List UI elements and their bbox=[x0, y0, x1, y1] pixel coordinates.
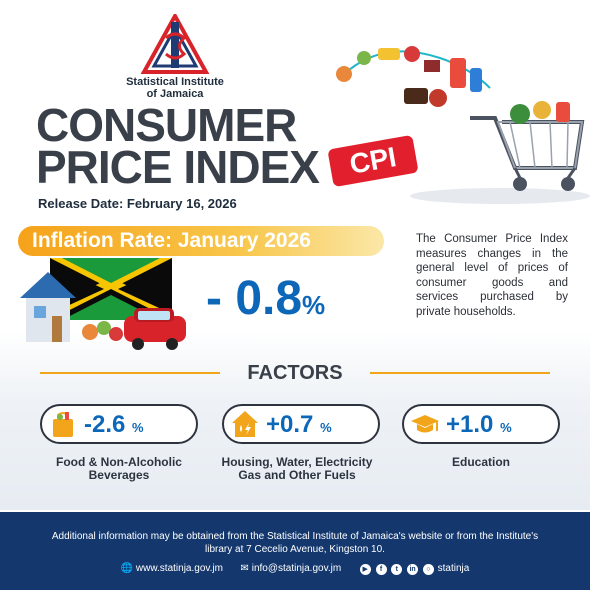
factor-education-name-line1: Education bbox=[451, 455, 510, 469]
release-date: Release Date: February 16, 2026 bbox=[38, 196, 237, 211]
factor-food-unit: % bbox=[132, 420, 144, 435]
facebook-icon[interactable]: f bbox=[375, 563, 387, 575]
graduation-cap-icon bbox=[411, 415, 439, 433]
twitter-icon[interactable]: t bbox=[391, 563, 403, 575]
jamaica-flag-house-car-illustration bbox=[20, 258, 186, 350]
statin-logo: Statistical Institute of Jamaica bbox=[120, 14, 230, 102]
factor-food-pill: -2.6 % bbox=[40, 404, 198, 444]
inflation-unit: % bbox=[302, 290, 326, 320]
factor-housing-pill: +0.7 % bbox=[222, 404, 380, 444]
email-link[interactable]: info@statinja.gov.jm bbox=[251, 563, 342, 574]
factors-divider-left bbox=[40, 372, 220, 374]
org-name-line2: of Jamaica bbox=[146, 88, 204, 100]
footer-info-line2: library at 7 Cecelio Avenue, Kingston 10… bbox=[205, 544, 385, 555]
factor-education-value: +1.0 % bbox=[446, 410, 512, 443]
social-handle[interactable]: statinja bbox=[437, 563, 470, 574]
factor-education-unit: % bbox=[500, 420, 512, 435]
statin-logo-mark bbox=[140, 14, 210, 74]
title-line2: PRICE INDEX bbox=[36, 141, 320, 193]
house-utilities-icon bbox=[232, 411, 258, 437]
linkedin-icon[interactable]: in bbox=[407, 563, 419, 575]
factors-divider-right bbox=[370, 372, 550, 374]
youtube-icon[interactable]: ▶ bbox=[359, 563, 371, 575]
footer-info: Additional information may be obtained f… bbox=[20, 530, 570, 556]
org-name-line1: Statistical Institute bbox=[126, 76, 224, 88]
factor-food-value: -2.6 % bbox=[84, 410, 144, 443]
factor-housing-name-line1: Housing, Water, Electricity bbox=[221, 455, 373, 469]
shopping-cart-illustration bbox=[336, 46, 590, 204]
factors-heading: FACTORS bbox=[40, 360, 550, 386]
factor-food-name: Food & Non-Alcoholic Beverages bbox=[24, 456, 214, 482]
factor-housing-name-line2: Gas and Other Fuels bbox=[238, 468, 356, 482]
factor-housing-name: Housing, Water, Electricity Gas and Othe… bbox=[202, 456, 392, 482]
inflation-value: - 0.8 bbox=[206, 272, 303, 325]
factor-education-number: +1.0 bbox=[446, 411, 494, 438]
factor-food-name-line1: Food & Non-Alcoholic bbox=[56, 455, 182, 469]
grocery-bag-icon bbox=[53, 412, 73, 437]
cpi-description: The Consumer Price Index measures change… bbox=[416, 233, 568, 318]
factor-education-name: Education bbox=[386, 456, 576, 469]
factor-food-number: -2.6 bbox=[84, 411, 126, 438]
factor-education-pill: +1.0 % bbox=[402, 404, 560, 444]
footer: Additional information may be obtained f… bbox=[0, 512, 590, 590]
website-link[interactable]: www.statinja.gov.jm bbox=[135, 563, 223, 574]
globe-icon: 🌐 bbox=[120, 563, 134, 574]
factors-heading-label: FACTORS bbox=[247, 362, 343, 384]
factor-housing-unit: % bbox=[320, 420, 332, 435]
page-title: CONSUMER PRICE INDEX bbox=[36, 99, 320, 193]
instagram-icon[interactable]: ○ bbox=[422, 563, 434, 575]
factor-housing-value: +0.7 % bbox=[266, 410, 332, 443]
factor-food-name-line2: Beverages bbox=[88, 468, 150, 482]
inflation-rate-value: - 0.8% bbox=[206, 274, 325, 330]
email-icon: ✉ bbox=[240, 563, 249, 574]
title-line1: CONSUMER bbox=[36, 99, 297, 151]
footer-contacts: 🌐 www.statinja.gov.jm ✉ info@statinja.go… bbox=[0, 562, 590, 577]
footer-info-line1: Additional information may be obtained f… bbox=[51, 531, 539, 542]
factor-housing-number: +0.7 bbox=[266, 411, 314, 438]
inflation-rate-banner: Inflation Rate: January 2026 bbox=[18, 226, 384, 256]
